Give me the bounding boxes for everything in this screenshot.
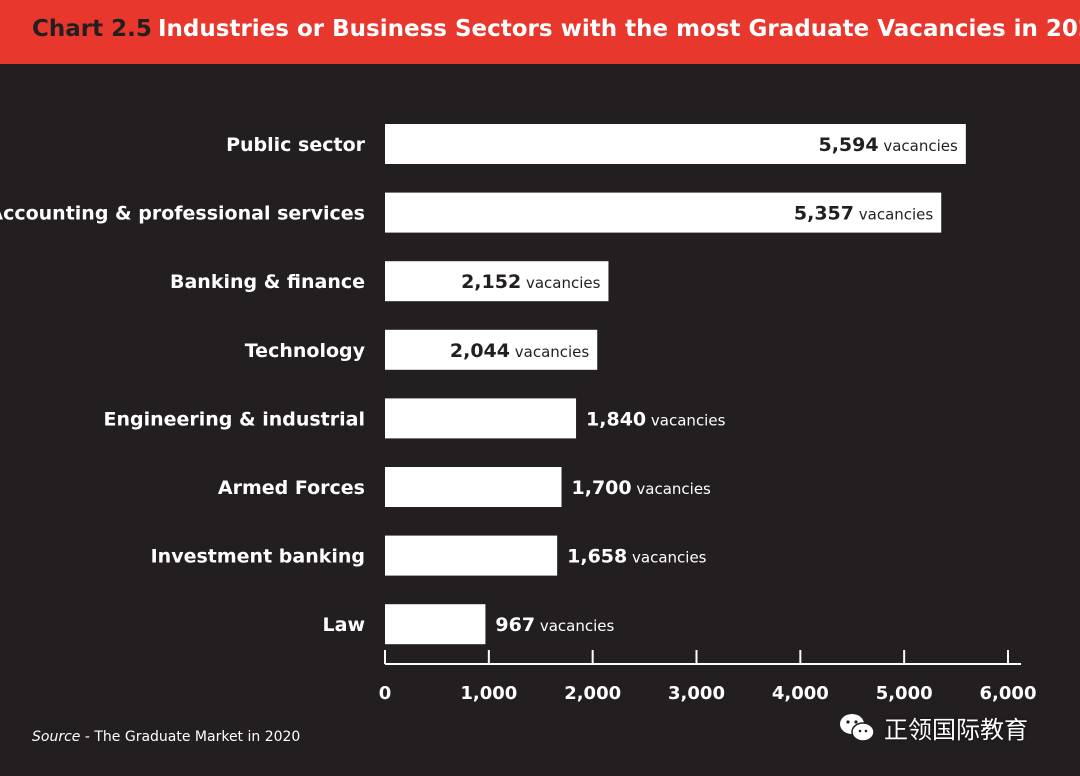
x-tick-label: 2,000	[564, 683, 621, 704]
bar	[385, 535, 558, 576]
x-tick-label: 3,000	[668, 683, 725, 704]
bar	[385, 329, 598, 370]
category-label: Technology	[245, 340, 366, 362]
source-label: Source	[32, 729, 81, 745]
category-label: Banking & finance	[170, 271, 365, 293]
x-tick-label: 4,000	[772, 683, 829, 704]
chart-number: Chart 2.5	[32, 16, 152, 42]
bar	[385, 398, 577, 439]
category-label: Investment banking	[151, 546, 365, 568]
data-label: 2,152 vacancies	[461, 271, 601, 293]
bar	[385, 604, 486, 645]
bar	[385, 192, 942, 233]
bar-chart: Public sector 5,594 vacancies Accounting &…	[0, 124, 1037, 704]
data-label: 1,700 vacancies	[572, 477, 712, 499]
x-tick-label: 5,000	[876, 683, 933, 704]
data-label: 5,594 vacancies	[818, 134, 958, 156]
chart-header: Chart 2.5 Industries or Business Sectors…	[0, 0, 1080, 64]
category-label: Public sector	[226, 134, 366, 156]
data-label: 1,658 vacancies	[567, 546, 707, 568]
source-note: Source - The Graduate Market in 2020	[32, 729, 300, 745]
category-label: Law	[323, 614, 365, 636]
wechat-icon	[840, 713, 875, 742]
chart-title: Industries or Business Sectors with the …	[158, 16, 1080, 42]
watermark-text: 正领国际教育	[884, 716, 1028, 744]
category-label: Accounting & professional services	[0, 203, 365, 225]
x-tick-label: 0	[379, 683, 392, 704]
data-label: 1,840 vacancies	[586, 408, 726, 430]
x-tick-label: 1,000	[460, 683, 517, 704]
bar	[385, 124, 966, 164]
bar	[385, 261, 609, 302]
x-tick-label: 6,000	[980, 683, 1037, 704]
category-label: Engineering & industrial	[103, 408, 365, 430]
watermark: 正领国际教育	[838, 710, 1028, 745]
data-label: 967 vacancies	[495, 614, 614, 636]
data-label: 2,044 vacancies	[450, 340, 590, 362]
bar	[385, 467, 562, 507]
data-label: 5,357 vacancies	[794, 203, 934, 225]
source-text: - The Graduate Market in 2020	[80, 729, 301, 745]
category-label: Armed Forces	[218, 477, 365, 499]
